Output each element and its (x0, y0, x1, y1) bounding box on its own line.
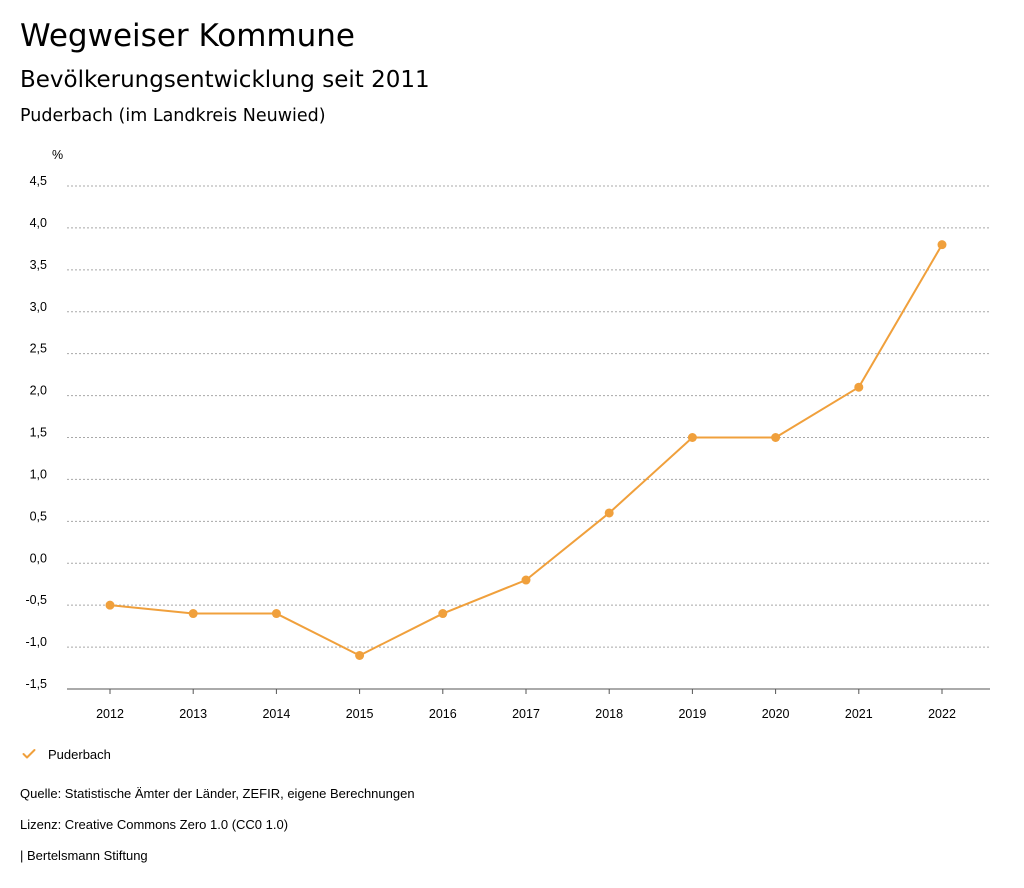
y-tick-label: 2,0 (30, 384, 47, 398)
x-tick-label: 2013 (179, 707, 207, 721)
data-point[interactable] (937, 240, 947, 250)
x-tick-label: 2015 (346, 707, 374, 721)
data-point[interactable] (687, 433, 697, 442)
y-tick-label: 3,5 (30, 258, 47, 272)
y-axis-unit-label: % (52, 148, 63, 162)
footer-license: Lizenz: Creative Commons Zero 1.0 (CC0 1… (20, 817, 289, 832)
x-tick-label: 2012 (96, 707, 124, 721)
y-tick-label: -0,5 (25, 593, 47, 607)
x-tick-label: 2022 (928, 707, 956, 721)
x-tick-label: 2016 (429, 707, 457, 721)
data-point[interactable] (521, 575, 531, 585)
footer-publisher: | Bertelsmann Stiftung (20, 848, 148, 863)
y-tick-label: 1,5 (30, 426, 47, 440)
data-point[interactable] (604, 508, 614, 518)
legend-label-puderbach: Puderbach (48, 746, 111, 762)
check-icon (22, 749, 36, 759)
data-point[interactable] (355, 650, 365, 660)
data-point[interactable] (771, 433, 781, 442)
footer-source: Quelle: Statistische Ämter der Länder, Z… (20, 786, 415, 801)
y-tick-label: 0,5 (30, 509, 47, 523)
data-point[interactable] (854, 382, 864, 392)
series-puderbach (105, 240, 947, 660)
chart-place-label: Puderbach (im Landkreis Neuwied) (20, 106, 326, 126)
chart-title: Wegweiser Kommune (20, 18, 355, 54)
chart-subtitle: Bevölkerungsentwicklung seit 2011 (20, 67, 430, 93)
x-tick-label: 2014 (262, 707, 290, 721)
grid-lines (67, 185, 990, 690)
x-tick-label: 2018 (595, 707, 623, 721)
line-chart: % 4,5 4,0 3,5 3,0 2,5 2,0 1,5 1,0 0,5 0,0 -0,5 -1,0… (25, 148, 990, 721)
data-point[interactable] (188, 609, 198, 619)
y-axis-ticks: 4,5 4,0 3,5 3,0 2,5 2,0 1,5 1,0 0,5 0,0 -0,5 -1,0 -1… (25, 174, 47, 691)
y-tick-label: 0,0 (30, 551, 47, 565)
y-tick-label: 4,5 (30, 174, 47, 188)
y-tick-label: -1,5 (25, 677, 47, 691)
x-tick-label: 2017 (512, 707, 540, 721)
y-tick-label: 3,0 (30, 300, 47, 314)
x-axis: 2012 2013 2014 2015 2016 2017 2018 2019 2020 2021… (67, 688, 990, 721)
x-tick-label: 2021 (845, 707, 873, 721)
data-point[interactable] (438, 609, 448, 619)
chart-legend[interactable]: Puderbach (22, 744, 111, 764)
x-tick-label: 2020 (762, 707, 790, 721)
x-tick-label: 2019 (678, 707, 706, 721)
data-point[interactable] (271, 609, 281, 619)
y-tick-label: 2,5 (30, 342, 47, 356)
data-point[interactable] (105, 600, 115, 610)
y-tick-label: 4,0 (30, 216, 47, 230)
y-tick-label: -1,0 (25, 635, 47, 649)
y-tick-label: 1,0 (30, 467, 47, 481)
series-line-puderbach (109, 244, 943, 657)
